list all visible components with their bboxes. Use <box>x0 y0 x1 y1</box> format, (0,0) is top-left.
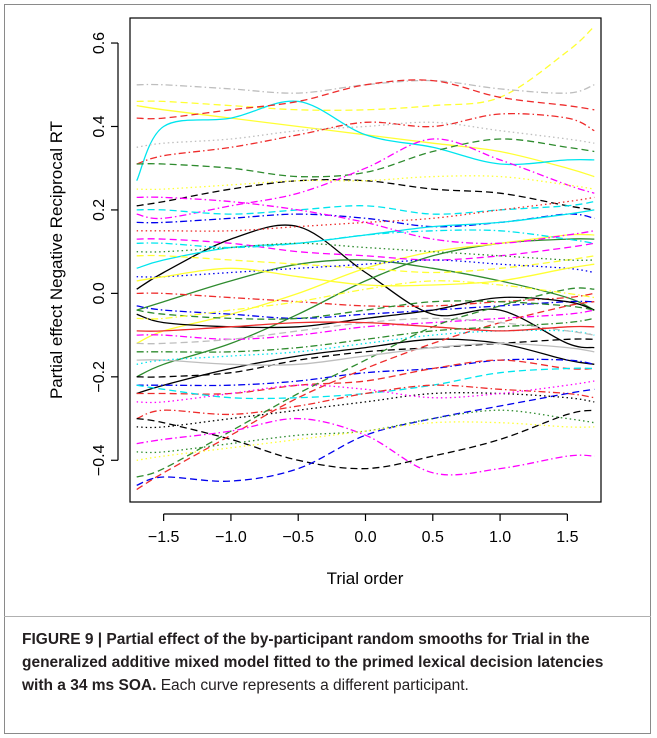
series-line-40 <box>136 329 595 365</box>
series-line-26 <box>136 358 595 387</box>
series-line-14 <box>136 224 595 349</box>
series-line-37 <box>136 392 595 429</box>
series-line-46 <box>136 196 595 232</box>
series-line-10 <box>136 138 595 220</box>
series-line-12 <box>136 200 595 215</box>
series-line-29 <box>136 384 595 420</box>
caption-text: Each curve represents a different partic… <box>160 677 469 694</box>
series-line-31 <box>136 287 595 478</box>
series-line-50 <box>136 321 595 332</box>
x-tick-label: −1.5 <box>148 529 180 546</box>
series-line-4 <box>136 100 595 181</box>
caption-bold: FIGURE 9 | Partial effect of the by-part… <box>22 631 604 694</box>
series-line-19 <box>136 292 595 308</box>
x-axis-label: Trial order <box>327 569 404 588</box>
y-axis-label: Partial effect Negative Reciprocal RT <box>47 121 66 399</box>
series-line-1 <box>136 25 595 111</box>
series-line-36 <box>136 421 595 461</box>
series-line-22 <box>136 300 595 320</box>
series-layer <box>136 25 595 491</box>
series-line-17 <box>136 238 595 378</box>
axis-layer: −1.5 −1.0 −0.5 0.0 0.5 1.0 1.5 −0.4 −0.2 0.0 0.2 0.… <box>91 32 579 546</box>
x-tick-label: −0.5 <box>282 529 314 546</box>
series-line-27 <box>136 359 595 395</box>
y-tick-label: 0.4 <box>91 115 108 137</box>
series-line-23 <box>136 309 595 340</box>
x-tick-label: 1.5 <box>556 529 578 546</box>
y-tick-label: 0.6 <box>91 32 108 54</box>
series-line-11 <box>136 175 595 191</box>
series-line-7 <box>136 121 595 148</box>
x-tick-label: 1.0 <box>489 529 511 546</box>
series-line-42 <box>136 254 595 274</box>
series-line-5 <box>136 79 595 120</box>
series-line-24 <box>136 338 595 395</box>
plot-area <box>129 17 602 503</box>
series-line-38 <box>136 380 595 404</box>
series-line-25 <box>136 338 595 378</box>
series-line-20 <box>136 300 595 320</box>
series-line-34 <box>136 417 595 476</box>
series-line-45 <box>136 196 595 245</box>
x-tick-label: 0.5 <box>422 529 444 546</box>
series-line-15 <box>136 209 595 269</box>
caption-separator <box>4 616 651 617</box>
series-line-6 <box>136 112 595 165</box>
series-line-30 <box>136 409 595 470</box>
series-line-48 <box>136 263 595 287</box>
y-tick-label: −0.4 <box>91 444 108 476</box>
y-tick-label: 0.0 <box>91 282 108 304</box>
series-line-51 <box>136 317 595 353</box>
x-tick-label: −1.0 <box>215 529 247 546</box>
figure-frame <box>4 4 651 734</box>
chart: −1.5 −1.0 −0.5 0.0 0.5 1.0 1.5 −0.4 −0.2 0.0 0.2 0.… <box>47 17 602 588</box>
series-line-52 <box>136 280 595 320</box>
series-line-13 <box>136 213 595 228</box>
series-line-33 <box>136 388 595 486</box>
series-line-3 <box>136 79 595 94</box>
y-tick-label: −0.2 <box>91 361 108 393</box>
series-line-8 <box>136 138 595 178</box>
series-line-39 <box>136 342 595 366</box>
series-line-47 <box>136 229 595 249</box>
series-line-28 <box>136 367 595 400</box>
y-tick-label: 0.2 <box>91 199 108 221</box>
figure-caption: FIGURE 9 | Partial effect of the by-part… <box>22 628 634 697</box>
x-tick-label: 0.0 <box>354 529 376 546</box>
series-line-9 <box>136 179 595 211</box>
series-line-32 <box>136 301 595 491</box>
series-line-21 <box>136 296 595 329</box>
series-line-41 <box>136 238 595 261</box>
